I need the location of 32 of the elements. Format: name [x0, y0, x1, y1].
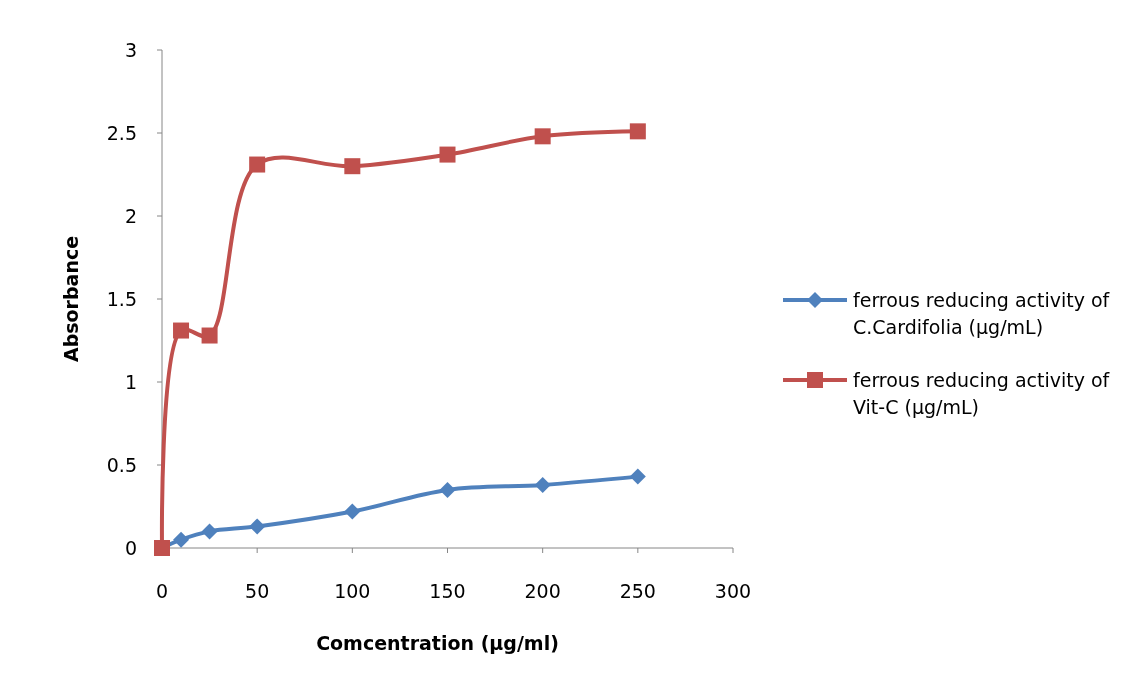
y-tick-label: 1.5: [106, 287, 137, 310]
point: [173, 531, 190, 548]
point: [344, 158, 361, 175]
point: [249, 518, 266, 535]
point: [629, 468, 646, 485]
x-tick-label: 200: [524, 580, 561, 602]
x-tick-label: 300: [714, 580, 752, 602]
point: [173, 322, 190, 339]
x-tick-label: 0: [155, 580, 169, 602]
point: [629, 123, 646, 140]
point: [249, 156, 266, 173]
point: [201, 523, 218, 540]
x-tick-label: 50: [245, 580, 270, 602]
y-axis-title: Absorbance: [60, 235, 82, 363]
y-tick-label: 1: [124, 370, 137, 393]
x-tick-label: 150: [429, 580, 466, 602]
point: [534, 476, 551, 493]
x-tick-label: 100: [334, 580, 371, 602]
y-tick-label: 2.5: [106, 121, 137, 144]
legend-label: ferrous reducing activity of Vit-C (µg/mL): [853, 368, 1111, 418]
x-tick-label: 250: [619, 580, 656, 602]
legend-label: ferrous reducing activity of C.Cardifolia (µg/mL): [853, 288, 1111, 338]
y-tick-label: 2: [124, 204, 137, 227]
y-tick-label: 0.5: [106, 453, 137, 476]
point: [201, 327, 218, 344]
y-tick-label: 3: [124, 38, 137, 61]
point: [344, 503, 361, 520]
y-tick-label: 0: [124, 536, 137, 559]
point: [439, 481, 456, 498]
x-axis-title: Comcentration (µg/ml): [316, 632, 559, 654]
point: [534, 128, 551, 145]
point: [439, 146, 456, 163]
